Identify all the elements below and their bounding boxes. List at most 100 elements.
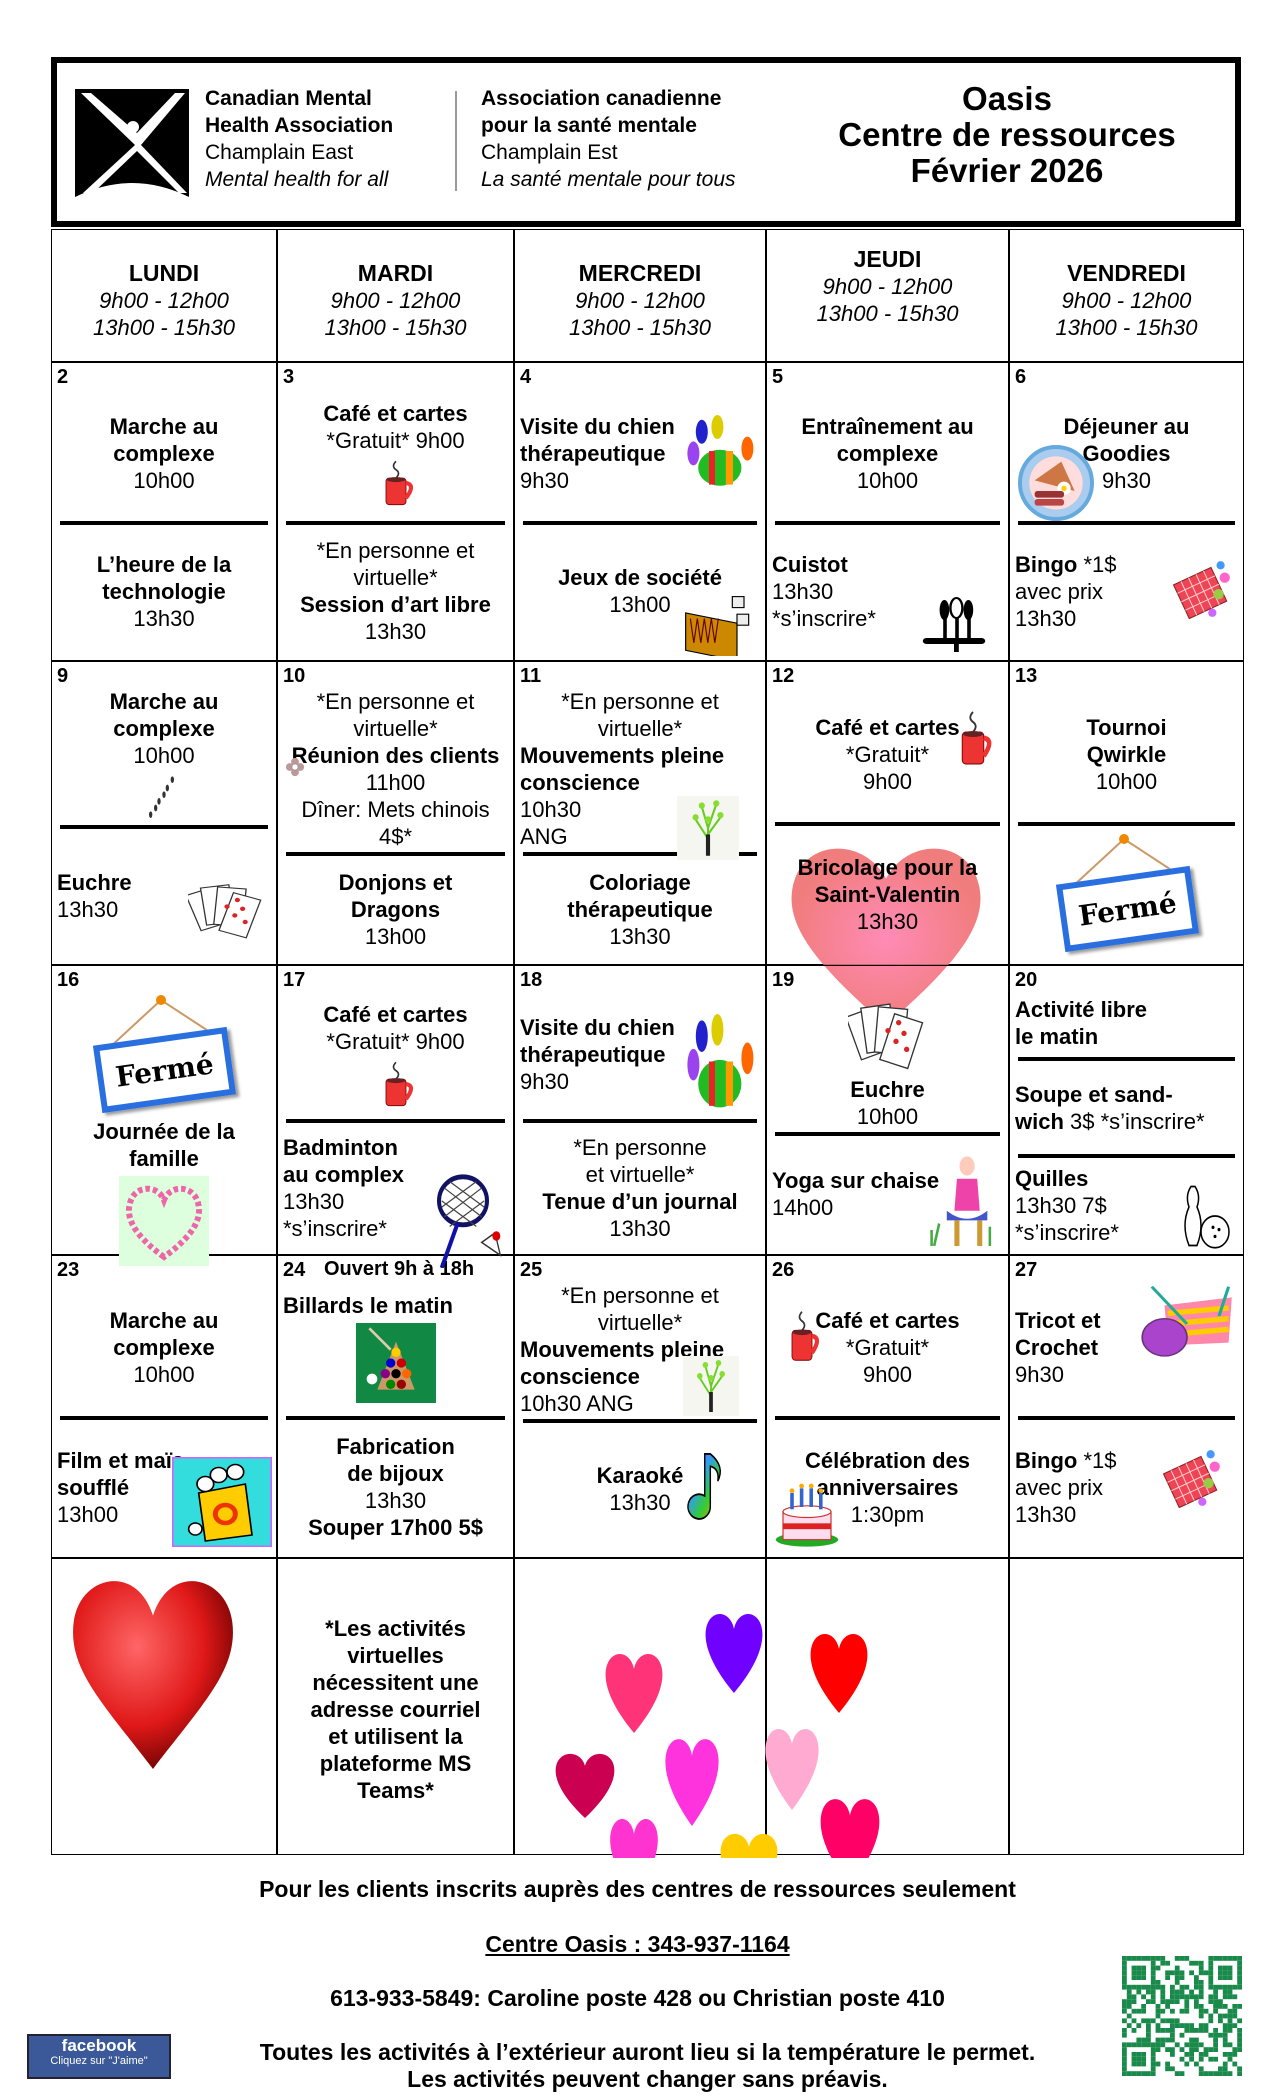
activity-text: plateforme MS bbox=[283, 1750, 508, 1777]
playing-cards-icon bbox=[847, 996, 928, 1076]
activity-block bbox=[52, 1569, 276, 1850]
title-line: Centre de ressources bbox=[838, 116, 1176, 153]
activity-text: Coloriage bbox=[520, 869, 760, 896]
activity-text: Journée de la bbox=[57, 1118, 271, 1145]
text-run: 13h30 bbox=[609, 923, 671, 949]
centre-phone-text: Centre Oasis : 343-937-1164 bbox=[485, 1931, 790, 1957]
weekday-hours: 9h00 - 12h00 bbox=[575, 288, 705, 313]
tree-icon bbox=[683, 1356, 739, 1416]
text-run: Bingo bbox=[1015, 551, 1078, 577]
text-run: conscience bbox=[520, 1364, 640, 1389]
text-run: nécessitent une bbox=[312, 1670, 479, 1695]
text-run: de bijoux bbox=[347, 1461, 444, 1487]
cell-content: Visite du chien thérapeutique 9h30 Jeux de … bbox=[515, 389, 765, 656]
activity-block: *Les activités virtuelles nécessitent une a… bbox=[278, 1569, 513, 1850]
activity-text: Jeux de société bbox=[520, 564, 760, 591]
day-cell-25: 25 *En personne et virtuelle* Mouvements pl… bbox=[514, 1255, 766, 1558]
activity-text: avec prix bbox=[1015, 578, 1238, 605]
activity-text: Saint-Valentin bbox=[772, 881, 1003, 908]
activity-text: thérapeutique bbox=[520, 896, 760, 923]
day-cell-19: 19 Euchre 10h00 Yoga sur chaise 14h00 bbox=[766, 965, 1009, 1255]
text-run: Jeux de société bbox=[558, 565, 722, 591]
activity-block: Marche au complexe 10h00 bbox=[52, 1282, 276, 1414]
section-divider bbox=[523, 520, 757, 525]
text-run: Tenue d’un journal bbox=[542, 1188, 738, 1214]
weekday-header-jeudi: JEUDI 9h00 - 12h00 13h00 - 15h30 bbox=[766, 229, 1009, 362]
activity-text: adresse courriel bbox=[283, 1696, 508, 1723]
text-run: 13h30 bbox=[772, 578, 834, 604]
activity-block: Fermé bbox=[1010, 828, 1243, 960]
day-cell-26: 26 Café et cartes *Gratuit* 9h00 Célébration… bbox=[766, 1255, 1009, 1558]
activity-text: Célébration des bbox=[772, 1447, 1003, 1474]
section-divider bbox=[60, 520, 268, 525]
activity-text: nécessitent une bbox=[283, 1669, 508, 1696]
title-line: Février 2026 bbox=[910, 152, 1104, 189]
text-run: Réunion des clients bbox=[291, 743, 500, 768]
activity-text: Film et maïs bbox=[57, 1447, 271, 1474]
activity-text: thérapeutique bbox=[520, 440, 760, 467]
text-run: Déjeuner au bbox=[1063, 414, 1190, 440]
activity-block: Célébration des anniversaires 1:30pm bbox=[767, 1422, 1008, 1554]
text-run: 13h30 bbox=[609, 1215, 671, 1241]
activity-text: 11h00 bbox=[283, 769, 508, 796]
day-cell-27: 27 Tricot et Crochet 9h30 Bingo *1$ avec prix… bbox=[1009, 1255, 1244, 1558]
activity-text: *En personne et bbox=[283, 688, 508, 715]
popcorn-icon bbox=[172, 1457, 272, 1547]
activity-text: 13h00 bbox=[283, 923, 508, 950]
text-run: virtuelle* bbox=[353, 565, 438, 591]
page-title: Oasis Centre de ressources Février 2026 bbox=[797, 81, 1217, 189]
text-run: *s’inscrire* bbox=[1015, 1219, 1119, 1245]
text-run: Goodies bbox=[1082, 441, 1171, 467]
text-run: 14h00 bbox=[772, 1195, 834, 1220]
activity-block: L’heure de la technologie 13h30 bbox=[52, 527, 276, 657]
text-run: conscience bbox=[520, 770, 640, 795]
text-run: thérapeutique bbox=[520, 1042, 666, 1067]
text-run: Marche au bbox=[109, 414, 219, 440]
text-run: 9h30 bbox=[1015, 1362, 1064, 1388]
day-number: 19 bbox=[772, 969, 795, 991]
text-run: 10h00 bbox=[133, 468, 195, 494]
text-run: 13h00 bbox=[609, 592, 671, 618]
text-run: *En personne et bbox=[316, 689, 475, 714]
bingo-icon bbox=[1161, 1446, 1223, 1508]
facebook-like-button[interactable]: facebook Cliquez sur "J'aime" bbox=[27, 2034, 171, 2079]
text-run: 10h00 bbox=[1095, 768, 1158, 794]
text-run: Café et cartes bbox=[815, 1308, 960, 1334]
activity-text: Quilles bbox=[1015, 1165, 1238, 1192]
activity-text: 13h30 bbox=[520, 1215, 760, 1242]
text-run: 13h30 bbox=[856, 908, 919, 934]
activity-text: 13h30 bbox=[1015, 1501, 1238, 1528]
section-divider bbox=[60, 825, 268, 829]
text-run: Donjons et bbox=[338, 869, 453, 895]
text-run: ANG bbox=[520, 824, 568, 849]
org-fr-line: Association canadienne bbox=[481, 87, 722, 110]
day-note: Ouvert 9h à 18h bbox=[324, 1258, 475, 1280]
section-divider bbox=[1018, 1056, 1235, 1061]
activity-block: Fabrication de bijoux 13h30 Souper 17h00 5$ bbox=[278, 1422, 513, 1554]
closed-sign: Fermé bbox=[89, 992, 239, 1114]
change-note: Les activités peuvent changer sans préav… bbox=[407, 2066, 888, 2092]
activity-text: 13h00 bbox=[57, 1501, 271, 1528]
board-game-icon bbox=[681, 590, 751, 656]
activity-block: Bingo *1$ avec prix 13h30 bbox=[1010, 1422, 1243, 1554]
flower-icon bbox=[282, 754, 308, 780]
text-run: 13h30 bbox=[364, 1488, 427, 1514]
org-en-line: Health Association bbox=[205, 114, 394, 137]
activity-text: Souper 17h00 5$ bbox=[283, 1514, 508, 1541]
text-run: 13h30 7$ bbox=[1015, 1192, 1107, 1218]
text-run: Visite du chien bbox=[520, 414, 675, 440]
org-en-line: Canadian Mental bbox=[205, 87, 372, 110]
activity-text: 13h30 7$ bbox=[1015, 1192, 1238, 1219]
activity-text: 10h00 bbox=[772, 467, 1003, 494]
mug-icon bbox=[371, 458, 421, 508]
day-cell-12: 12 Café et cartes *Gratuit* 9h00 Bricolage p… bbox=[766, 661, 1009, 1026]
activity-text: anniversaires bbox=[772, 1474, 1003, 1501]
qr-code[interactable] bbox=[1122, 1956, 1242, 2076]
text-run: 13h00 bbox=[364, 923, 427, 949]
activity-block: Badminton au complex 13h30 *s’inscrire* bbox=[278, 1125, 513, 1268]
day-number: 16 bbox=[57, 969, 80, 991]
activity-text: 10h00 bbox=[57, 1361, 271, 1388]
activity-text: *Gratuit* bbox=[772, 1334, 1003, 1361]
section-divider bbox=[1018, 520, 1235, 525]
day-number: 12 bbox=[772, 665, 795, 687]
